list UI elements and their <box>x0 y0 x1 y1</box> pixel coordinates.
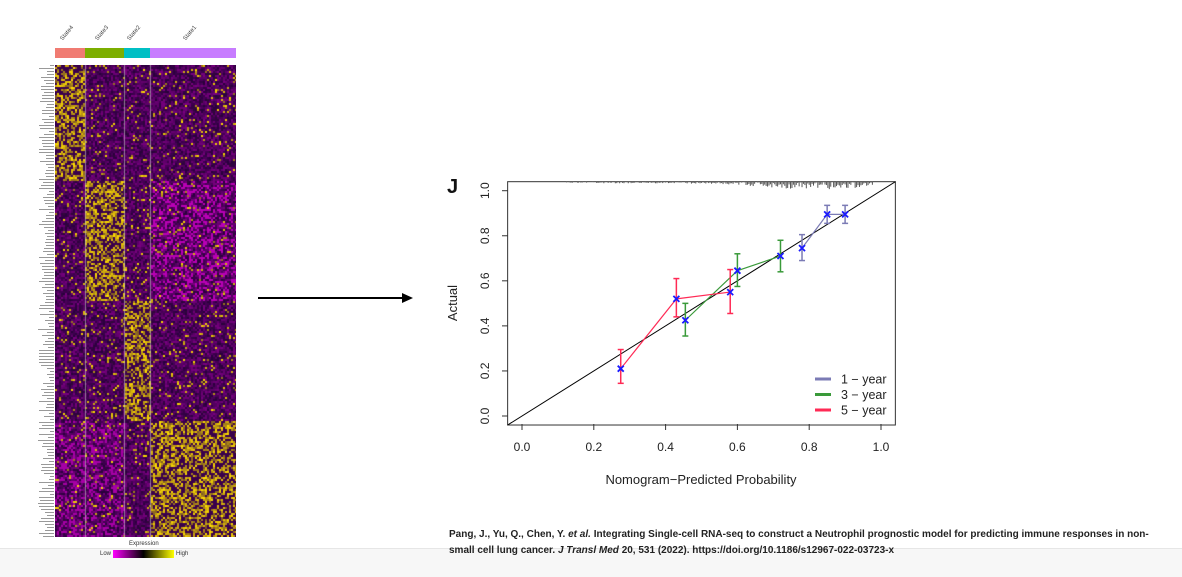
data-point <box>681 316 689 324</box>
x-tick-label: 0.4 <box>657 440 674 454</box>
legend-high-label: High <box>176 551 189 557</box>
legend-entry: 3 − year <box>841 388 887 402</box>
data-point <box>798 244 806 252</box>
reference-diagonal-line <box>507 181 896 426</box>
data-point <box>776 252 785 260</box>
data-point <box>726 288 734 296</box>
x-axis-label: Nomogram−Predicted Probability <box>605 472 797 487</box>
y-tick-label: 0.0 <box>478 407 492 424</box>
data-point <box>823 210 831 218</box>
x-tick-label: 0.6 <box>729 440 746 454</box>
series-segment <box>801 213 828 249</box>
legend-entry: 5 − year <box>841 404 887 418</box>
y-tick-label: 0.6 <box>478 272 492 289</box>
series-segment <box>684 270 738 321</box>
x-tick-label: 0.0 <box>514 440 531 454</box>
series-segment <box>737 255 781 272</box>
x-tick-label: 0.2 <box>585 440 602 454</box>
state-bar-state4 <box>55 48 85 58</box>
y-tick-label: 0.4 <box>478 317 492 334</box>
data-point <box>672 295 681 303</box>
data-point <box>617 365 625 373</box>
data-point <box>841 210 849 218</box>
series-segment <box>676 291 731 300</box>
citation: Pang, J., Yu, Q., Chen, Y. et al. Integr… <box>449 529 1149 556</box>
series-segment <box>620 298 677 370</box>
panel-label: J <box>447 176 458 198</box>
state-bar-state2 <box>124 48 150 58</box>
y-tick-label: 0.2 <box>478 362 492 379</box>
x-tick-label: 1.0 <box>873 440 890 454</box>
legend-title: Expression <box>129 541 159 547</box>
y-tick-label: 0.8 <box>478 227 492 244</box>
data-point <box>733 267 742 275</box>
gene-labels <box>36 65 54 537</box>
expression-color-scale <box>113 550 174 558</box>
legend-low-label: Low <box>100 551 112 557</box>
y-tick-label: 1.0 <box>478 182 492 199</box>
arrow-icon <box>258 293 413 303</box>
y-axis-label: Actual <box>445 285 460 321</box>
expression-heatmap <box>55 65 236 537</box>
state-bar-state3 <box>85 48 124 58</box>
x-tick-label: 0.8 <box>801 440 818 454</box>
state-bar-state1 <box>150 48 236 58</box>
bottom-bar <box>0 548 1182 577</box>
legend-entry: 1 − year <box>841 373 887 387</box>
